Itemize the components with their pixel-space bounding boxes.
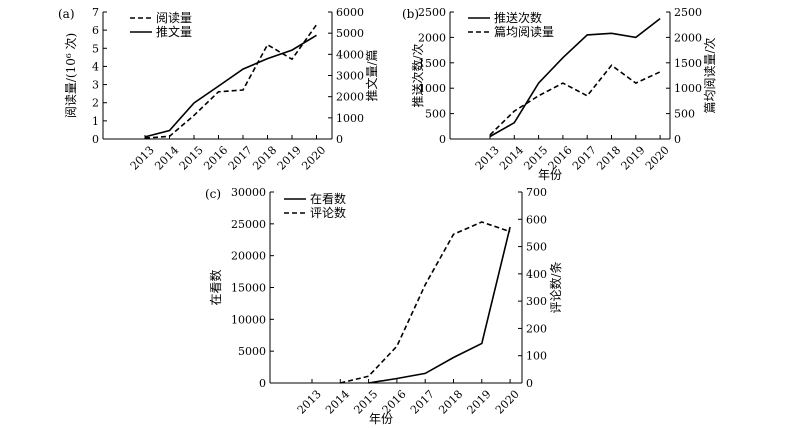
right-axis-title: 篇均阅读量/次 [702,37,717,113]
right-tick-label: 1000 [674,82,702,95]
left-tick-label: 2500 [418,6,446,19]
series-line-0 [144,24,318,139]
right-tick-label: 400 [526,268,547,281]
right-axis-title: 评论数/条 [548,261,563,313]
panel-label: (c) [205,187,221,201]
left-tick-label: 30000 [231,186,266,199]
x-tick-label: 2018 [594,144,623,173]
panel-c: 0 5000 10000 15000 20000 25000 30000 0 100 200 300… [205,186,563,426]
legend-label: 推送次数 [494,10,542,25]
left-tick-label: 1 [92,115,99,128]
left-tick-label: 15000 [231,282,266,295]
x-tick-label: 2013 [473,144,502,173]
left-tick-label: 25000 [231,218,266,231]
right-tick-label: 2000 [336,91,364,104]
x-tick-label: 2018 [250,144,279,173]
left-tick-label: 1000 [418,82,446,95]
x-tick-label: 2013 [295,388,324,417]
right-axis-title: 推文量/篇 [364,49,379,101]
x-tick-label: 2016 [201,144,230,173]
right-tick-label: 600 [526,213,547,226]
x-axis-title: 年份 [538,168,562,182]
left-tick-label: 500 [425,108,446,121]
right-tick-label: 4000 [336,48,364,61]
x-axis-title: 年份 [369,412,393,426]
right-tick-label: 2500 [674,6,702,19]
right-tick-label: 500 [526,241,547,254]
x-tick-label: 2013 [128,144,157,173]
left-tick-label: 10000 [231,313,266,326]
right-tick-label: 6000 [336,6,364,19]
right-tick-label: 2000 [674,31,702,44]
left-tick-label: 7 [92,6,99,19]
right-tick-label: 0 [336,133,343,146]
left-tick-label: 0 [92,133,99,146]
x-tick-label: 2020 [299,144,328,173]
left-axis-title: 阅读量/(10⁶ 次) [64,33,78,118]
right-tick-label: 300 [526,295,547,308]
legend-label: 阅读量 [156,11,192,25]
right-tick-label: 3000 [336,70,364,83]
left-tick-label: 2000 [418,31,446,44]
series-line-0 [368,226,511,384]
legend-label: 在看数 [310,191,346,206]
legend-label: 推文量 [156,24,192,39]
right-tick-label: 5000 [336,27,364,40]
right-tick-label: 100 [526,350,547,363]
left-tick-label: 1500 [418,57,446,70]
left-tick-label: 0 [259,377,266,390]
panel-a: 0123456701000200030004000500060002013201… [58,6,379,173]
x-tick-label: 2018 [436,388,465,417]
x-tick-label: 2017 [570,144,599,173]
x-tick-label: 2017 [226,144,255,173]
left-tick-label: 20000 [231,250,266,263]
left-tick-label: 5 [92,42,99,55]
legend-label: 评论数 [310,205,346,220]
left-tick-label: 2 [92,97,99,110]
right-tick-label: 200 [526,322,547,335]
right-tick-label: 0 [526,377,533,390]
legend-label: 篇均阅读量 [494,24,554,39]
series-line-0 [489,17,661,138]
left-axis-title: 在看数 [208,269,223,305]
series-line-1 [144,34,317,138]
left-tick-label: 4 [92,60,99,73]
left-tick-label: 6 [92,24,99,37]
panel-label: (b) [402,7,419,21]
series-line-1 [340,221,511,384]
x-tick-label: 2017 [408,388,437,417]
right-tick-label: 500 [674,108,695,121]
left-tick-label: 5000 [238,345,266,358]
series-line-1 [489,64,661,136]
right-tick-label: 1500 [674,57,702,70]
x-tick-label: 2019 [619,144,648,173]
right-tick-label: 0 [674,133,681,146]
panel-label: (a) [58,7,75,21]
x-tick-label: 2020 [493,388,522,417]
x-tick-label: 2014 [152,144,181,173]
x-tick-label: 2020 [643,144,672,173]
left-axis-title: 推送次数/次 [410,43,425,107]
right-tick-label: 700 [526,186,547,199]
x-tick-label: 2014 [497,144,526,173]
x-tick-label: 2015 [177,144,206,173]
x-tick-label: 2019 [275,144,304,173]
right-tick-label: 1000 [336,112,364,125]
x-tick-label: 2014 [323,388,352,417]
left-tick-label: 0 [439,133,446,146]
left-tick-label: 3 [92,79,99,92]
panel-b: 0 500 1000 1500 2000 2500 0 500 1000 1500 2000 2500… [402,6,717,182]
x-tick-label: 2019 [465,388,494,417]
